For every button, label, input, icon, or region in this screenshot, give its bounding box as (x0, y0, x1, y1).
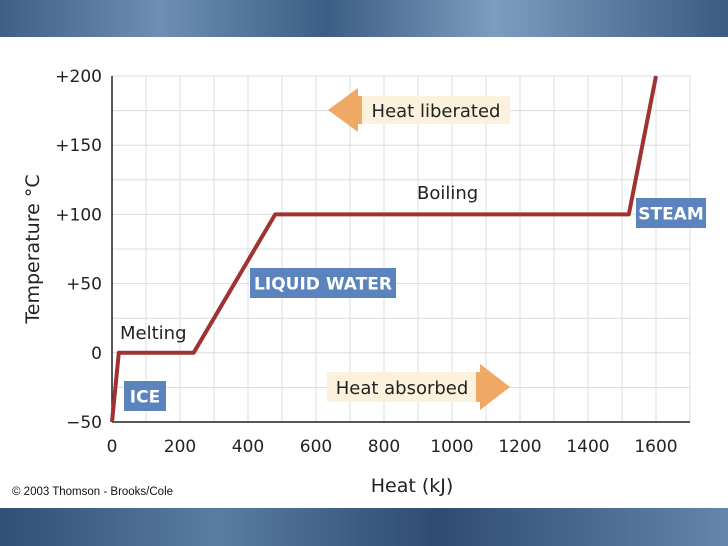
heat-liberated-arrow (328, 88, 362, 132)
x-tick-label: 800 (368, 437, 400, 457)
grid-layer (111, 75, 691, 423)
steam-label: STEAM (638, 205, 704, 225)
boiling-label: Boiling (417, 183, 478, 204)
y-tick-label: +100 (55, 205, 102, 225)
x-tick-label: 200 (164, 437, 196, 457)
heat-liberated-bg (362, 96, 510, 124)
slide-top-band (0, 0, 728, 37)
ice-label: ICE (130, 388, 160, 408)
heat-absorbed-arrow (476, 364, 510, 410)
x-tick-label: 1600 (634, 437, 677, 457)
curve-layer (110, 75, 658, 423)
x-tick-label: 0 (107, 437, 118, 457)
annotation-layer: ICE LIQUID WATER STEAM Melting Boiling Heat l… (120, 88, 706, 411)
x-tick-label: 1000 (430, 437, 473, 457)
slide-bottom-band (0, 508, 728, 546)
heat-liberated-label: Heat liberated (372, 101, 501, 122)
x-axis-title: Heat (kJ) (371, 475, 454, 497)
liquid-water-label: LIQUID WATER (254, 275, 392, 295)
y-tick-label: −50 (66, 413, 102, 433)
heat-absorbed-label: Heat absorbed (336, 378, 469, 399)
ice-box (124, 381, 166, 411)
x-tick-label: 400 (232, 437, 264, 457)
y-tick-label: +50 (66, 275, 102, 295)
steam-box (636, 198, 706, 228)
x-tick-label: 1200 (498, 437, 541, 457)
copyright-text: © 2003 Thomson - Brooks/Cole (12, 486, 174, 498)
y-tick-label: +200 (55, 67, 102, 87)
heat-absorbed-bg (327, 372, 479, 402)
y-tick-label: 0 (91, 344, 102, 364)
melting-label: Melting (120, 323, 187, 344)
heating-curve-line (110, 75, 658, 423)
y-axis-title: Temperature °C (22, 174, 44, 324)
x-tick-label: 600 (300, 437, 332, 457)
y-tick-label: +150 (55, 136, 102, 156)
x-tick-label: 1400 (566, 437, 609, 457)
liquid-water-box (250, 268, 396, 298)
